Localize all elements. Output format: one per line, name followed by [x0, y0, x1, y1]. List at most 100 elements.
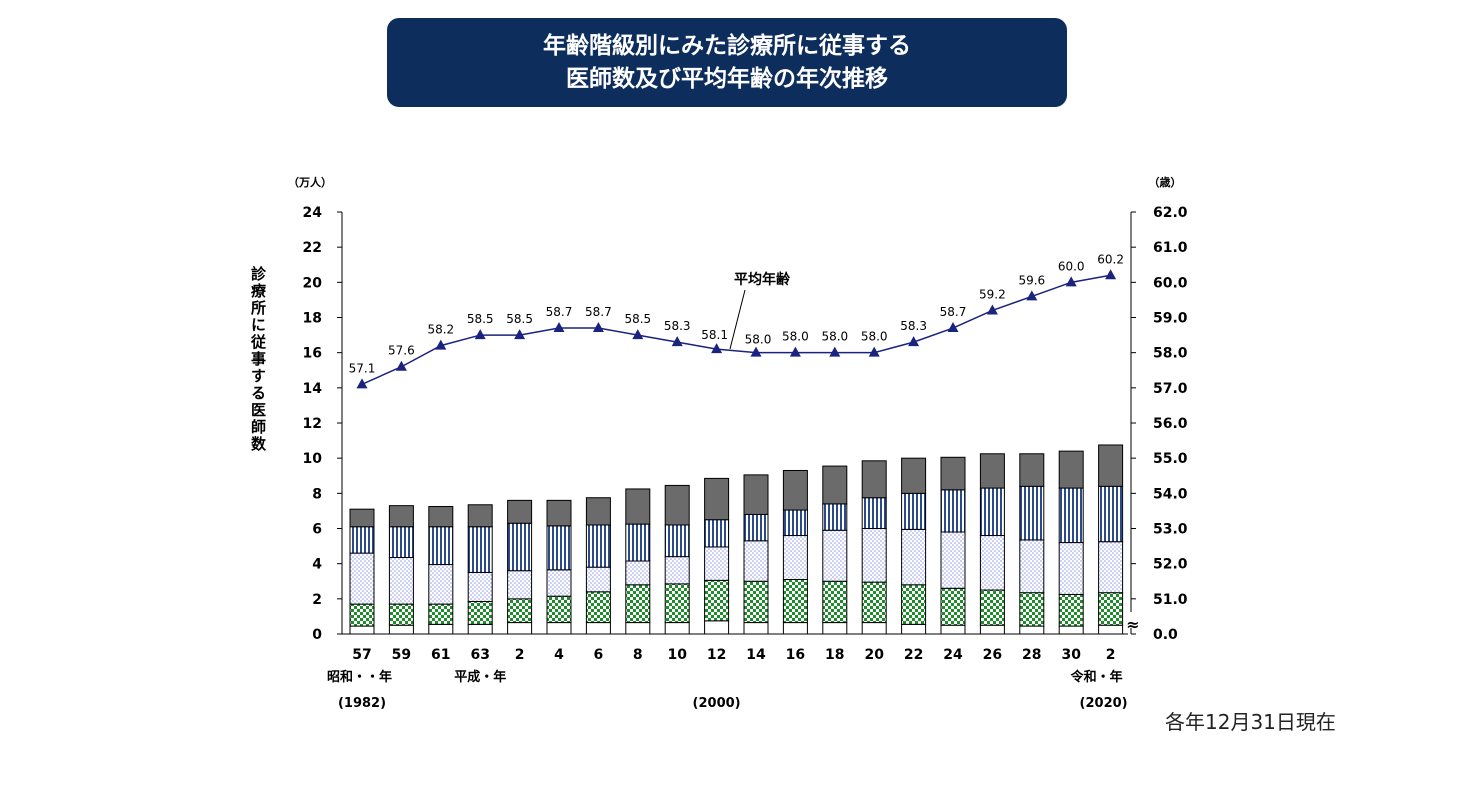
average-age-label: 58.5 [624, 312, 651, 326]
bar-segment1 [1058, 625, 1084, 635]
average-age-label: 58.0 [861, 330, 888, 344]
bar-segment4 [428, 526, 454, 566]
right-axis-tick-label: 57.0 [1153, 381, 1188, 397]
bar-segment1 [940, 624, 966, 635]
x-tick-label: 20 [864, 647, 884, 663]
right-axis-tick-label: 60.0 [1153, 275, 1188, 291]
average-age-label: 58.7 [585, 305, 612, 319]
bar-segment3 [585, 566, 611, 593]
bar-segment4 [940, 489, 966, 533]
average-age-marker [947, 322, 959, 333]
average-age-label: 58.5 [506, 312, 533, 326]
x-tick-label: 22 [904, 647, 923, 663]
left-axis-tick-label: 14 [303, 381, 323, 397]
average-age-marker [829, 346, 841, 357]
bar-segment2 [743, 580, 769, 624]
bar-segment2 [861, 581, 887, 624]
bar-segment4 [1098, 485, 1124, 543]
average-age-label: 60.0 [1058, 259, 1085, 273]
average-age-marker [789, 346, 801, 357]
bar-segment3 [1019, 539, 1045, 594]
bar-segment2 [782, 578, 808, 624]
bar-segment5 [507, 499, 533, 524]
bar-segment2 [822, 580, 848, 624]
bar-segment1 [1019, 625, 1045, 635]
left-axis-tick-label: 20 [303, 275, 323, 291]
year-label: (2020) [1080, 696, 1128, 711]
year-label: (1982) [338, 696, 386, 711]
era-label: 令和・年 [1071, 669, 1123, 685]
average-age-marker [750, 346, 762, 357]
bar-segment3 [782, 535, 808, 580]
average-age-label: 58.0 [745, 333, 772, 347]
average-age-label: 59.2 [979, 287, 1006, 301]
labels-layer: 57 59 61 63 2 4 6 8 10 12 14 16 18 20 22 24 26 28 30 2昭和・・年… [327, 252, 1128, 711]
bar-segment3 [979, 535, 1005, 591]
right-axis-tick-label: 0.0 [1153, 627, 1178, 643]
bar-segment4 [704, 519, 730, 548]
bar-segment4 [349, 526, 375, 554]
bar-segment5 [1098, 444, 1124, 487]
bar-segment3 [1058, 542, 1084, 595]
bar-segment3 [743, 540, 769, 582]
average-age-label: 58.1 [701, 328, 728, 342]
bar-segment4 [743, 513, 769, 542]
x-tick-label: 26 [983, 647, 1002, 663]
bar-segment4 [901, 492, 927, 530]
average-age-marker [356, 378, 368, 389]
right-axis-tick-label: 51.0 [1153, 592, 1188, 608]
bar-segment4 [585, 524, 611, 568]
average-age-marker [395, 360, 407, 371]
average-age-marker [553, 322, 565, 333]
average-age-marker [1026, 290, 1038, 301]
bar-segment2 [1058, 593, 1084, 627]
bar-segment1 [467, 623, 493, 635]
bar-segment2 [704, 579, 730, 622]
bar-segment3 [822, 529, 848, 582]
bar-segment5 [428, 506, 454, 528]
average-age-marker [1065, 276, 1077, 287]
bar-segment4 [507, 522, 533, 572]
bar-segment1 [1098, 624, 1124, 635]
bars-layer [349, 444, 1124, 635]
x-tick-label: 24 [943, 647, 963, 663]
bar-segment1 [507, 622, 533, 635]
bar-segment2 [901, 584, 927, 625]
bar-segment4 [625, 523, 651, 562]
bar-segment3 [861, 528, 887, 583]
y-axis-label: 診療所に従事する医師数 [249, 266, 267, 453]
bar-segment2 [979, 589, 1005, 626]
bar-segment3 [664, 556, 690, 585]
left-axis-tick-label: 8 [312, 486, 322, 502]
average-age-label: 58.0 [782, 330, 809, 344]
x-tick-label: 2 [515, 647, 525, 663]
bar-segment2 [1019, 592, 1045, 627]
bar-segment5 [546, 499, 572, 527]
footnote: 各年12月31日現在 [1165, 710, 1336, 734]
era-label: 昭和・・年 [327, 669, 392, 685]
bar-segment2 [349, 603, 375, 627]
bar-segment5 [625, 488, 651, 525]
bar-segment4 [467, 526, 493, 573]
bar-segment2 [388, 603, 414, 626]
bar-segment2 [664, 583, 690, 624]
bar-segment2 [625, 584, 651, 624]
bar-segment1 [349, 625, 375, 635]
bar-segment5 [1019, 453, 1045, 487]
bar-segment2 [940, 587, 966, 626]
bar-segment5 [822, 465, 848, 505]
left-axis-tick-label: 10 [303, 451, 323, 467]
average-age-label: 58.5 [467, 312, 494, 326]
bar-segment3 [467, 571, 493, 602]
bar-segment3 [625, 560, 651, 586]
right-axis-tick-label: 59.0 [1153, 311, 1188, 327]
bar-segment3 [546, 569, 572, 597]
bar-segment3 [940, 531, 966, 589]
x-tick-label: 18 [825, 647, 844, 663]
average-age-marker [435, 339, 447, 350]
bar-segment2 [585, 591, 611, 624]
bar-segment1 [822, 622, 848, 635]
bar-segment2 [546, 595, 572, 624]
left-axis-tick-label: 6 [312, 522, 322, 538]
bar-segment4 [861, 497, 887, 529]
